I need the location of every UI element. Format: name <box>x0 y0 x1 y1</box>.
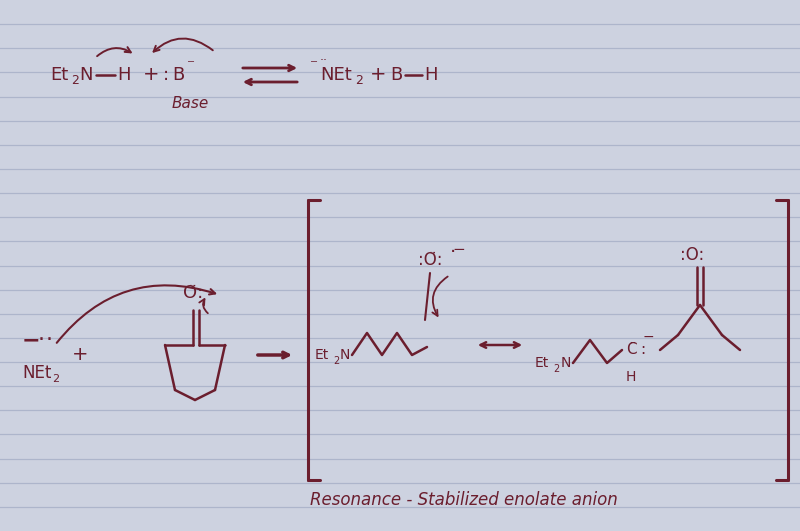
Text: N: N <box>561 356 571 370</box>
Text: B: B <box>390 66 402 84</box>
Text: Et: Et <box>50 66 68 84</box>
Text: B: B <box>172 66 184 84</box>
Text: Ö:: Ö: <box>183 284 203 302</box>
Text: 2: 2 <box>333 356 339 366</box>
Text: :Ö:: :Ö: <box>418 251 442 269</box>
Text: 2: 2 <box>355 74 363 88</box>
Text: Et: Et <box>535 356 550 370</box>
Text: NEt: NEt <box>320 66 352 84</box>
Text: −: − <box>22 330 41 350</box>
Text: N: N <box>340 348 350 362</box>
Text: −: − <box>452 243 465 258</box>
Text: ·: · <box>46 330 53 350</box>
Text: +: + <box>72 346 89 364</box>
Text: NEt: NEt <box>22 364 51 382</box>
Text: ⁻: ⁻ <box>310 57 318 73</box>
Text: Base: Base <box>172 96 210 110</box>
Text: ·: · <box>38 330 45 350</box>
Text: :O:: :O: <box>680 246 704 264</box>
Text: :: : <box>163 66 169 84</box>
Text: C̈: C̈ <box>626 342 637 357</box>
Text: +: + <box>370 65 386 84</box>
Text: :: : <box>640 342 645 357</box>
Text: +: + <box>143 65 159 84</box>
Text: −: − <box>643 330 654 344</box>
Text: H: H <box>626 370 636 384</box>
Text: Et: Et <box>315 348 330 362</box>
Text: 2: 2 <box>553 364 559 374</box>
Text: ⁻: ⁻ <box>187 57 195 73</box>
Text: H: H <box>424 66 438 84</box>
Text: H: H <box>117 66 130 84</box>
Text: ·: · <box>450 243 456 261</box>
Text: N: N <box>79 66 93 84</box>
Text: 2: 2 <box>52 374 59 384</box>
Text: 2: 2 <box>71 74 79 88</box>
Text: Resonance - Stabilized enolate anion: Resonance - Stabilized enolate anion <box>310 491 618 509</box>
Text: ..: .. <box>320 50 328 64</box>
